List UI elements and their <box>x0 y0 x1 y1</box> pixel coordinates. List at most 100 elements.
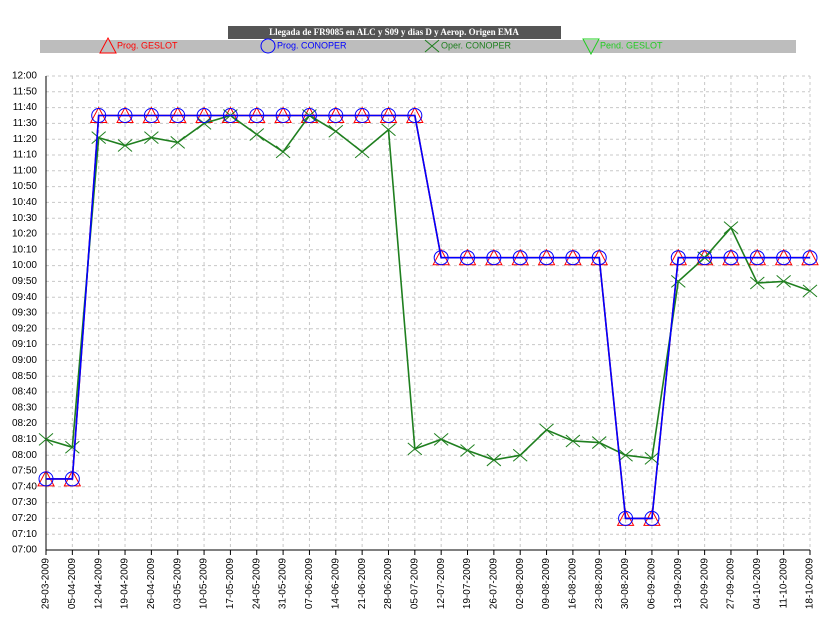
series-marker <box>618 448 633 462</box>
series-marker <box>328 108 344 123</box>
legend-label: Oper. CONOPER <box>441 40 512 50</box>
series-marker <box>354 108 370 123</box>
y-tick-label: 09:40 <box>12 292 37 303</box>
x-tick-label: 28-06-2009 <box>383 558 394 610</box>
y-tick-label: 11:40 <box>13 102 38 113</box>
y-tick-label: 08:10 <box>12 434 37 445</box>
series-marker <box>644 451 660 465</box>
series-marker <box>486 250 502 266</box>
series-marker <box>723 250 739 266</box>
y-tick-label: 11:50 <box>13 86 38 97</box>
series-marker <box>117 108 133 123</box>
series-marker <box>591 250 607 266</box>
x-tick-label: 02-08-2009 <box>515 558 526 610</box>
series-marker <box>512 448 528 462</box>
series-marker <box>64 471 80 487</box>
series-marker <box>380 108 396 123</box>
y-tick-label: 07:00 <box>12 545 37 556</box>
x-tick-label: 20-09-2009 <box>699 558 710 610</box>
series-marker <box>776 275 791 288</box>
x-tick-label: 27-09-2009 <box>726 558 737 610</box>
series-marker <box>91 131 107 144</box>
series-marker <box>143 108 159 123</box>
y-tick-label: 10:00 <box>12 260 37 271</box>
series-marker <box>91 108 107 123</box>
y-tick-label: 08:40 <box>12 387 37 398</box>
y-tick-label: 10:10 <box>12 244 37 255</box>
series-marker <box>539 423 554 437</box>
x-tick-label: 13-09-2009 <box>673 558 684 610</box>
x-tick-label: 06-09-2009 <box>647 558 658 610</box>
series-marker <box>117 139 133 152</box>
series-marker <box>565 250 581 266</box>
series-marker <box>170 135 186 149</box>
series-marker <box>697 250 713 266</box>
series-marker <box>539 250 555 266</box>
x-tick-label: 07-06-2009 <box>304 558 315 610</box>
series-marker <box>38 433 54 446</box>
x-tick-label: 18-10-2009 <box>805 558 816 610</box>
series-marker <box>38 471 54 487</box>
x-tick-label: 16-08-2009 <box>568 558 579 610</box>
series-marker <box>144 131 159 144</box>
x-tick-label: 09-08-2009 <box>541 558 552 610</box>
series-marker <box>65 440 80 454</box>
series-marker <box>802 250 818 266</box>
y-tick-label: 10:20 <box>12 229 37 240</box>
legend-label: Prog. GESLOT <box>117 40 178 50</box>
series-marker <box>249 108 265 123</box>
series-marker <box>275 145 291 159</box>
series-marker <box>328 124 344 138</box>
series-marker <box>670 275 686 288</box>
series-marker <box>433 250 449 266</box>
y-tick-label: 07:40 <box>12 481 37 492</box>
x-tick-label: 26-04-2009 <box>146 558 157 610</box>
legend-bar <box>40 40 796 53</box>
series-marker <box>618 510 634 526</box>
y-tick-label: 08:30 <box>12 402 37 413</box>
series-line <box>46 114 810 520</box>
series-marker <box>407 442 423 456</box>
y-tick-label: 09:30 <box>12 308 37 319</box>
y-tick-label: 11:00 <box>13 165 38 176</box>
legend-marker <box>582 38 600 56</box>
y-tick-label: 07:10 <box>12 529 37 540</box>
series-marker <box>565 434 581 448</box>
series-marker <box>670 250 686 266</box>
series-marker <box>275 108 291 123</box>
series-marker <box>486 453 502 467</box>
x-tick-label: 19-04-2009 <box>120 558 131 610</box>
x-tick-label: 03-05-2009 <box>172 558 183 610</box>
legend-marker <box>260 38 276 54</box>
y-tick-label: 10:40 <box>12 197 37 208</box>
x-tick-label: 11-10-2009 <box>778 558 789 609</box>
x-tick-label: 31-05-2009 <box>278 558 289 610</box>
y-tick-label: 07:20 <box>12 513 37 524</box>
x-tick-label: 29-03-2009 <box>41 558 52 610</box>
series-marker <box>196 108 212 123</box>
x-tick-label: 19-07-2009 <box>462 558 473 610</box>
x-tick-label: 26-07-2009 <box>489 558 500 610</box>
series-marker <box>381 123 396 137</box>
x-tick-label: 30-08-2009 <box>620 558 631 610</box>
series-marker <box>301 108 317 123</box>
x-tick-label: 04-10-2009 <box>752 558 763 610</box>
series-marker <box>433 433 449 446</box>
legend-marker <box>99 36 117 54</box>
x-tick-label: 05-07-2009 <box>409 558 420 610</box>
series-marker <box>460 444 475 457</box>
series-marker <box>749 276 765 290</box>
y-tick-label: 08:00 <box>12 450 37 461</box>
x-tick-label: 05-04-2009 <box>67 558 78 610</box>
title-box <box>228 26 561 39</box>
y-tick-label: 10:30 <box>12 213 37 224</box>
series-marker <box>170 108 186 123</box>
series-marker <box>644 510 660 526</box>
chart-title: Llegada de FR9085 en ALC y S09 y dias D … <box>269 27 519 37</box>
x-tick-label: 24-05-2009 <box>251 558 262 610</box>
y-tick-label: 11:30 <box>13 118 38 129</box>
series-marker <box>776 250 792 266</box>
legend-label: Pend. GESLOT <box>600 40 663 50</box>
x-tick-label: 12-07-2009 <box>436 558 447 610</box>
series-marker <box>512 250 528 266</box>
